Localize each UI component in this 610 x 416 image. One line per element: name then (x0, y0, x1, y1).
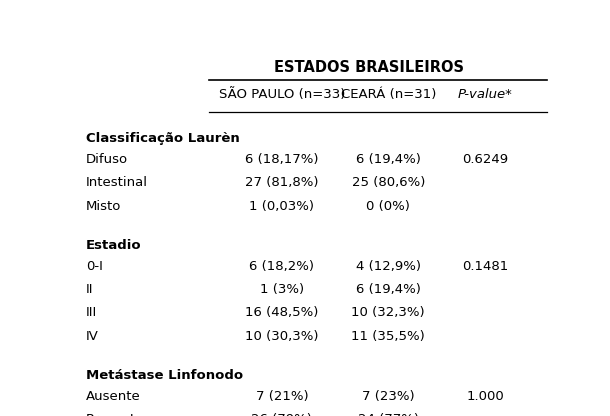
Text: 0-I: 0-I (85, 260, 102, 273)
Text: 10 (32,3%): 10 (32,3%) (351, 307, 425, 319)
Text: 0 (0%): 0 (0%) (367, 200, 410, 213)
Text: 26 (79%): 26 (79%) (251, 414, 312, 416)
Text: 16 (48,5%): 16 (48,5%) (245, 307, 318, 319)
Text: 7 (21%): 7 (21%) (256, 391, 308, 404)
Text: ESTADOS BRASILEIROS: ESTADOS BRASILEIROS (274, 59, 464, 74)
Text: III: III (85, 307, 97, 319)
Text: 1 (3%): 1 (3%) (260, 283, 304, 297)
Text: 6 (19,4%): 6 (19,4%) (356, 154, 421, 166)
Text: 24 (77%): 24 (77%) (357, 414, 418, 416)
Text: 1.000: 1.000 (466, 391, 504, 404)
Text: CEARÁ (n=31): CEARÁ (n=31) (340, 88, 436, 102)
Text: 7 (23%): 7 (23%) (362, 391, 415, 404)
Text: P-value*: P-value* (458, 88, 512, 102)
Text: Misto: Misto (85, 200, 121, 213)
Text: Presente: Presente (85, 414, 144, 416)
Text: 11 (35,5%): 11 (35,5%) (351, 329, 425, 342)
Text: Estadio: Estadio (85, 239, 142, 252)
Text: Ausente: Ausente (85, 391, 140, 404)
Text: 27 (81,8%): 27 (81,8%) (245, 176, 318, 189)
Text: 10 (30,3%): 10 (30,3%) (245, 329, 318, 342)
Text: 6 (18,17%): 6 (18,17%) (245, 154, 318, 166)
Text: 0.1481: 0.1481 (462, 260, 508, 273)
Text: Classificação Laurèn: Classificação Laurèn (85, 131, 240, 145)
Text: 0.6249: 0.6249 (462, 154, 508, 166)
Text: 4 (12,9%): 4 (12,9%) (356, 260, 421, 273)
Text: 6 (19,4%): 6 (19,4%) (356, 283, 421, 297)
Text: SÃO PAULO (n=33): SÃO PAULO (n=33) (219, 88, 345, 102)
Text: Difuso: Difuso (85, 154, 128, 166)
Text: IV: IV (85, 329, 99, 342)
Text: Intestinal: Intestinal (85, 176, 148, 189)
Text: 25 (80,6%): 25 (80,6%) (351, 176, 425, 189)
Text: II: II (85, 283, 93, 297)
Text: 6 (18,2%): 6 (18,2%) (249, 260, 314, 273)
Text: 1 (0,03%): 1 (0,03%) (249, 200, 314, 213)
Text: Metástase Linfonodo: Metástase Linfonodo (85, 369, 243, 381)
